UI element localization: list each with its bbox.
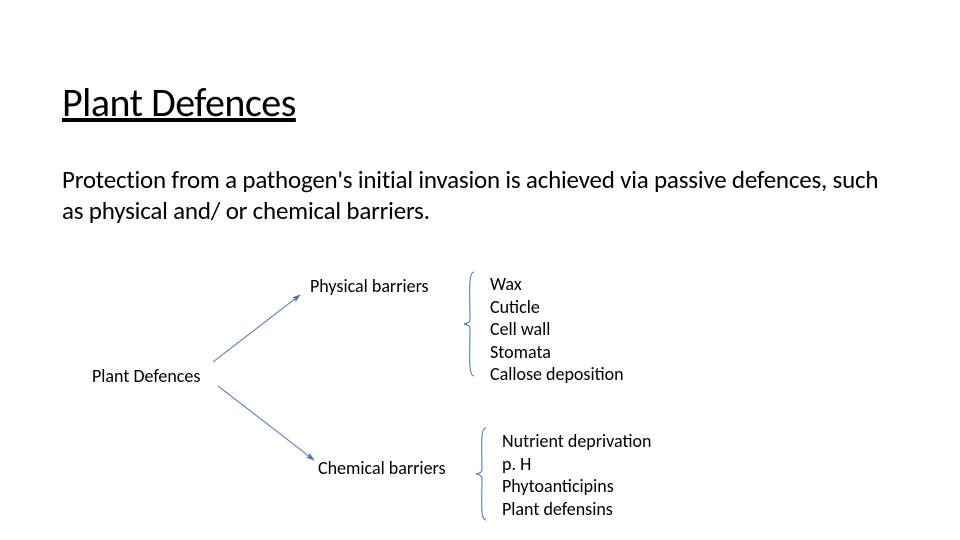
list-item: Cell wall — [490, 318, 624, 341]
list-item: Callose deposition — [490, 363, 624, 386]
list-item: Nutrient deprivation — [502, 430, 651, 453]
brace-physical — [460, 270, 478, 378]
list-item: Wax — [490, 273, 624, 296]
brace-chemical — [472, 426, 490, 522]
list-item: Plant defensins — [502, 498, 651, 521]
list-physical: Wax Cuticle Cell wall Stomata Callose de… — [490, 273, 624, 386]
list-item: Phytoanticipins — [502, 475, 651, 498]
list-chemical: Nutrient deprivation p. H Phytoanticipin… — [502, 430, 651, 520]
list-item: p. H — [502, 453, 651, 476]
list-item: Stomata — [490, 341, 624, 364]
list-item: Cuticle — [490, 296, 624, 319]
tree-node-chemical: Chemical barriers — [318, 457, 446, 479]
tree-node-physical: Physical barriers — [310, 275, 429, 297]
